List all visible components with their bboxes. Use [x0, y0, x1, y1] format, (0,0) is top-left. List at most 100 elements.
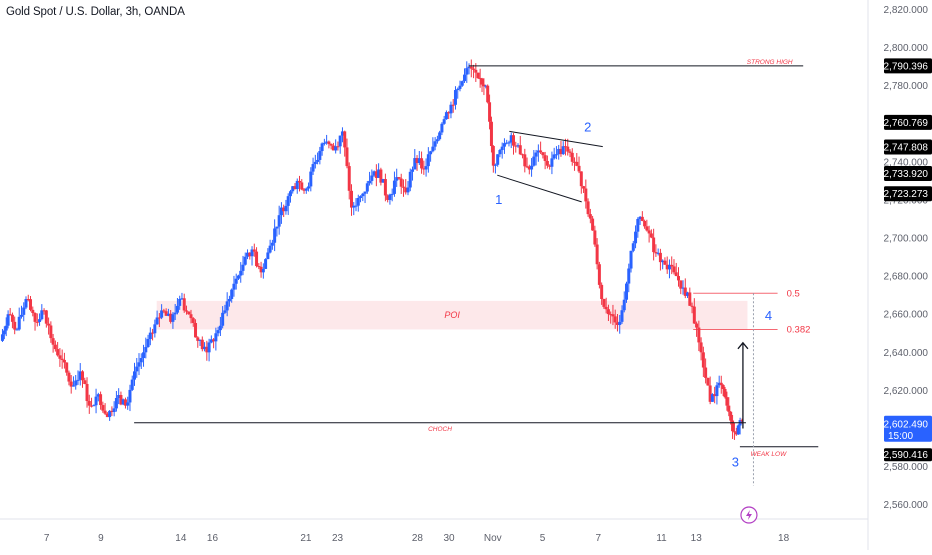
flag-lower-line: [497, 174, 582, 203]
candle-body: [379, 169, 383, 183]
candle-body: [505, 142, 509, 144]
candle-body: [507, 142, 511, 144]
candle-body: [29, 299, 33, 310]
candle-body: [128, 389, 132, 403]
candle-body: [388, 194, 392, 200]
candle-body: [593, 230, 597, 245]
candle-body: [180, 298, 184, 300]
candle-body: [65, 362, 69, 373]
x-tick-label: 5: [540, 533, 546, 544]
candle-body: [148, 332, 152, 340]
candle-body: [397, 177, 401, 179]
candle-body: [604, 306, 608, 310]
candle-body: [688, 292, 692, 306]
candle-body: [60, 358, 64, 360]
candle-body: [433, 141, 437, 147]
candle-body: [368, 180, 372, 184]
candle-body: [491, 146, 495, 166]
candle-body: [151, 332, 155, 334]
candle-body: [302, 189, 306, 191]
candle-body: [463, 74, 467, 82]
candle-body: [618, 321, 622, 325]
candle-body: [523, 154, 527, 167]
candle-body: [723, 388, 727, 398]
candle-body: [444, 112, 448, 120]
candle-body: [10, 314, 14, 322]
candle-body: [449, 104, 453, 114]
candle-body: [474, 69, 478, 73]
candle-body: [78, 371, 82, 380]
fib-0382-label: 0.382: [787, 324, 811, 335]
candle-body: [692, 306, 696, 324]
candle-body: [511, 135, 515, 146]
poi-zone: [156, 300, 748, 330]
candle-body: [536, 150, 540, 153]
candle-body: [322, 142, 326, 144]
candle-body: [279, 207, 283, 216]
candle-body: [465, 68, 469, 75]
candle-body: [92, 405, 96, 407]
candle-body: [514, 145, 518, 147]
candle-body: [482, 84, 486, 87]
candle-body: [121, 399, 125, 405]
candle-body: [51, 338, 55, 345]
candle-body: [320, 143, 324, 152]
candle-body: [486, 85, 490, 103]
candle-body: [586, 201, 590, 215]
wave-3-label: 3: [732, 455, 739, 470]
candle-body: [212, 339, 216, 342]
candle-body: [476, 72, 480, 79]
candle-body: [530, 165, 534, 170]
candle-body: [363, 191, 367, 194]
candle-body: [573, 161, 577, 163]
candle-body: [318, 151, 322, 160]
candle-body: [175, 305, 179, 313]
candle-body: [679, 280, 683, 289]
candle-body: [171, 314, 175, 322]
chart-title: Gold Spot / U.S. Dollar, 3h, OANDA: [6, 6, 185, 18]
candle-body: [545, 160, 549, 166]
candle-body: [683, 287, 687, 296]
y-tick-label: 2,580.000: [884, 462, 929, 473]
candle-body: [636, 219, 640, 232]
candle-body: [182, 298, 186, 311]
candle-body: [595, 244, 599, 265]
poi-label: POI: [444, 310, 460, 320]
candle-body: [38, 319, 42, 322]
candle-body: [139, 358, 143, 363]
x-tick-label: 30: [444, 533, 456, 544]
price-badge-label: 2,733.920: [884, 169, 929, 180]
y-tick-label: 2,660.000: [884, 310, 929, 321]
candle-body: [622, 299, 626, 311]
price-badge: [884, 139, 932, 155]
candle-body: [169, 313, 173, 322]
candle-body: [672, 266, 676, 273]
candle-body: [496, 154, 500, 165]
candle-body: [557, 148, 561, 155]
candle-body: [248, 252, 252, 257]
low-price-badge: [884, 448, 932, 462]
candle-body: [101, 405, 105, 411]
candle-body: [704, 367, 708, 378]
candle-body: [246, 252, 250, 257]
candle-body: [532, 156, 536, 166]
candle-body: [611, 314, 615, 317]
candle-body: [123, 399, 127, 406]
candle-body: [295, 180, 299, 190]
candle-body: [559, 148, 563, 155]
candle-body: [117, 395, 121, 399]
candle-body: [110, 410, 114, 413]
candle-body: [352, 205, 356, 208]
candle-body: [236, 275, 240, 279]
candle-body: [284, 205, 288, 212]
candle-body: [606, 309, 610, 315]
candle-body: [613, 316, 617, 323]
candle-body: [575, 161, 579, 166]
candle-body: [313, 161, 317, 165]
x-tick-label: 9: [98, 533, 104, 544]
candle-body: [44, 310, 48, 324]
candle-body: [316, 159, 320, 162]
candle-body: [521, 154, 525, 156]
